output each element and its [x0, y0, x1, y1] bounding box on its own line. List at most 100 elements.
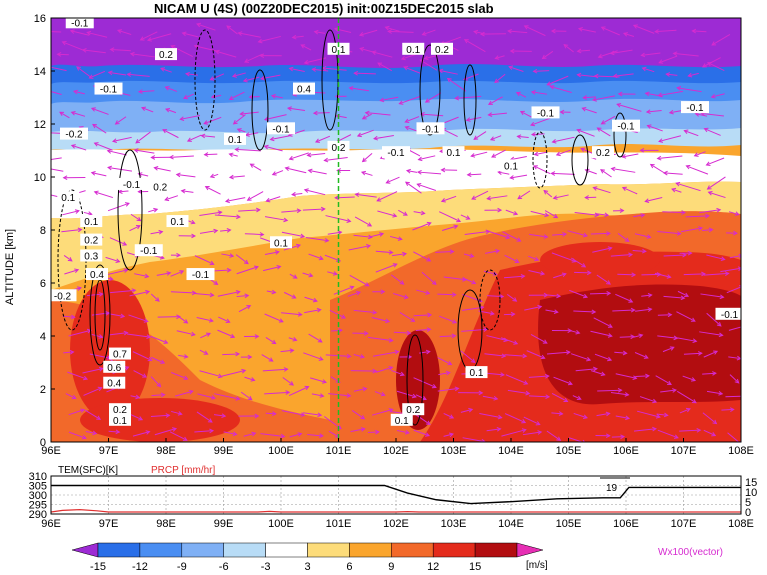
wind-vector — [221, 253, 234, 257]
wind-vector-head — [367, 234, 373, 240]
wind-vector — [701, 112, 724, 117]
wind-vector-head — [540, 354, 546, 360]
wind-vector-head — [147, 356, 153, 362]
wind-vector-head — [542, 339, 548, 344]
wind-vector-head — [606, 280, 611, 285]
wind-vector — [187, 134, 202, 142]
wind-vector-head — [523, 380, 529, 385]
wind-vector — [503, 313, 515, 316]
wind-vector — [547, 294, 561, 297]
wind-vector-head — [135, 224, 141, 230]
wind-vector-head — [288, 66, 294, 72]
wind-vector-head — [367, 222, 373, 227]
wind-vector — [380, 96, 399, 102]
wind-vector — [641, 52, 661, 56]
wind-vector — [151, 394, 165, 397]
wind-vector — [112, 136, 132, 142]
wind-vector-head — [213, 280, 219, 286]
wind-vector-head — [411, 393, 417, 399]
wind-vector-head — [136, 216, 142, 222]
field-blob-upper — [540, 242, 660, 278]
sub-x-tick-label: 99E — [214, 518, 234, 530]
wind-vector-head — [696, 427, 702, 433]
main-y-axis: 0 2 4 6 8 10 12 14 16 — [34, 13, 55, 449]
wind-vector — [613, 73, 634, 77]
colorbar: -15 -12 -9 -6 -3 3 6 9 12 15 — [71, 542, 544, 573]
wind-vector-head — [190, 219, 196, 225]
sub-left-tick-label: 295 — [29, 500, 47, 512]
wind-vector-head — [663, 412, 669, 418]
wind-vector — [282, 377, 294, 386]
wind-vector-head — [724, 271, 730, 276]
wind-vector — [61, 229, 82, 233]
wind-vector-head — [562, 232, 568, 237]
wind-vector-head — [81, 434, 87, 440]
wind-vector-head — [209, 76, 215, 81]
wind-vector — [405, 116, 420, 123]
wind-vector-head — [42, 30, 46, 34]
sub-x-axis: 96E 97E 98E 99E 100E 101E 102E 103E 104E 105E 106E… — [41, 518, 754, 530]
wind-vector-head — [556, 293, 562, 299]
wind-vector — [657, 335, 678, 339]
wind-vector — [288, 129, 305, 137]
wind-vector — [467, 173, 482, 176]
wind-vector — [333, 286, 354, 295]
wind-vector — [261, 354, 273, 362]
wind-vector-head — [644, 91, 650, 97]
contour-label-bg — [117, 177, 146, 190]
wind-vector-head — [403, 294, 409, 300]
wind-vector — [615, 415, 630, 419]
wind-vector-head — [507, 28, 512, 34]
sub-right-tick-label: 5 — [745, 497, 751, 509]
wind-vector — [165, 86, 178, 92]
wind-vector-head — [509, 48, 515, 54]
wind-vector-head — [321, 379, 327, 384]
wind-vector — [439, 315, 457, 324]
wind-vector — [310, 377, 327, 383]
wind-vector-head — [711, 41, 717, 46]
wind-vector — [544, 210, 558, 219]
contour-label: 0.7 — [113, 350, 127, 361]
contour-label-bg — [293, 82, 315, 95]
wind-vector-head — [160, 392, 166, 398]
wind-vector — [703, 429, 716, 436]
wind-vector-head — [600, 371, 606, 377]
wind-vector — [657, 314, 672, 316]
wind-vector — [127, 73, 150, 77]
wind-vector-head — [600, 120, 606, 125]
wind-vector — [236, 266, 259, 275]
colorbar-label: -15 — [90, 561, 106, 573]
y-tick-label: 0 — [40, 437, 46, 449]
wind-vector — [89, 353, 111, 359]
wind-vector-head — [565, 350, 571, 355]
wind-vector — [308, 169, 327, 175]
wind-vector — [135, 131, 151, 144]
contour-label-bg — [442, 146, 465, 159]
wind-vector — [601, 26, 620, 36]
wind-vector — [372, 351, 399, 357]
wind-vector-head — [320, 206, 326, 212]
wind-vector-head — [710, 93, 716, 99]
wind-vector-head — [514, 258, 520, 264]
wind-vector-head — [505, 234, 511, 240]
wind-vector-head — [713, 350, 719, 355]
wind-vector-head — [318, 255, 324, 261]
wind-vector-head — [205, 332, 211, 337]
wind-vector-head — [74, 268, 80, 273]
wind-vector-head — [93, 142, 99, 147]
wind-vector — [372, 51, 393, 58]
wind-vector — [157, 316, 180, 318]
wind-vector — [517, 190, 531, 200]
wind-vector-head — [168, 154, 174, 160]
colorbar-swatch — [71, 542, 99, 558]
wind-vector-head — [656, 155, 662, 161]
wind-vector-head — [153, 207, 159, 213]
wind-vector-head — [133, 148, 139, 153]
wind-vector-head — [743, 324, 747, 328]
wind-vector-head — [577, 26, 583, 32]
wind-vector — [91, 333, 103, 338]
wind-vector — [647, 125, 663, 132]
wind-vector-head — [641, 66, 647, 72]
wind-vector-head — [183, 354, 189, 359]
